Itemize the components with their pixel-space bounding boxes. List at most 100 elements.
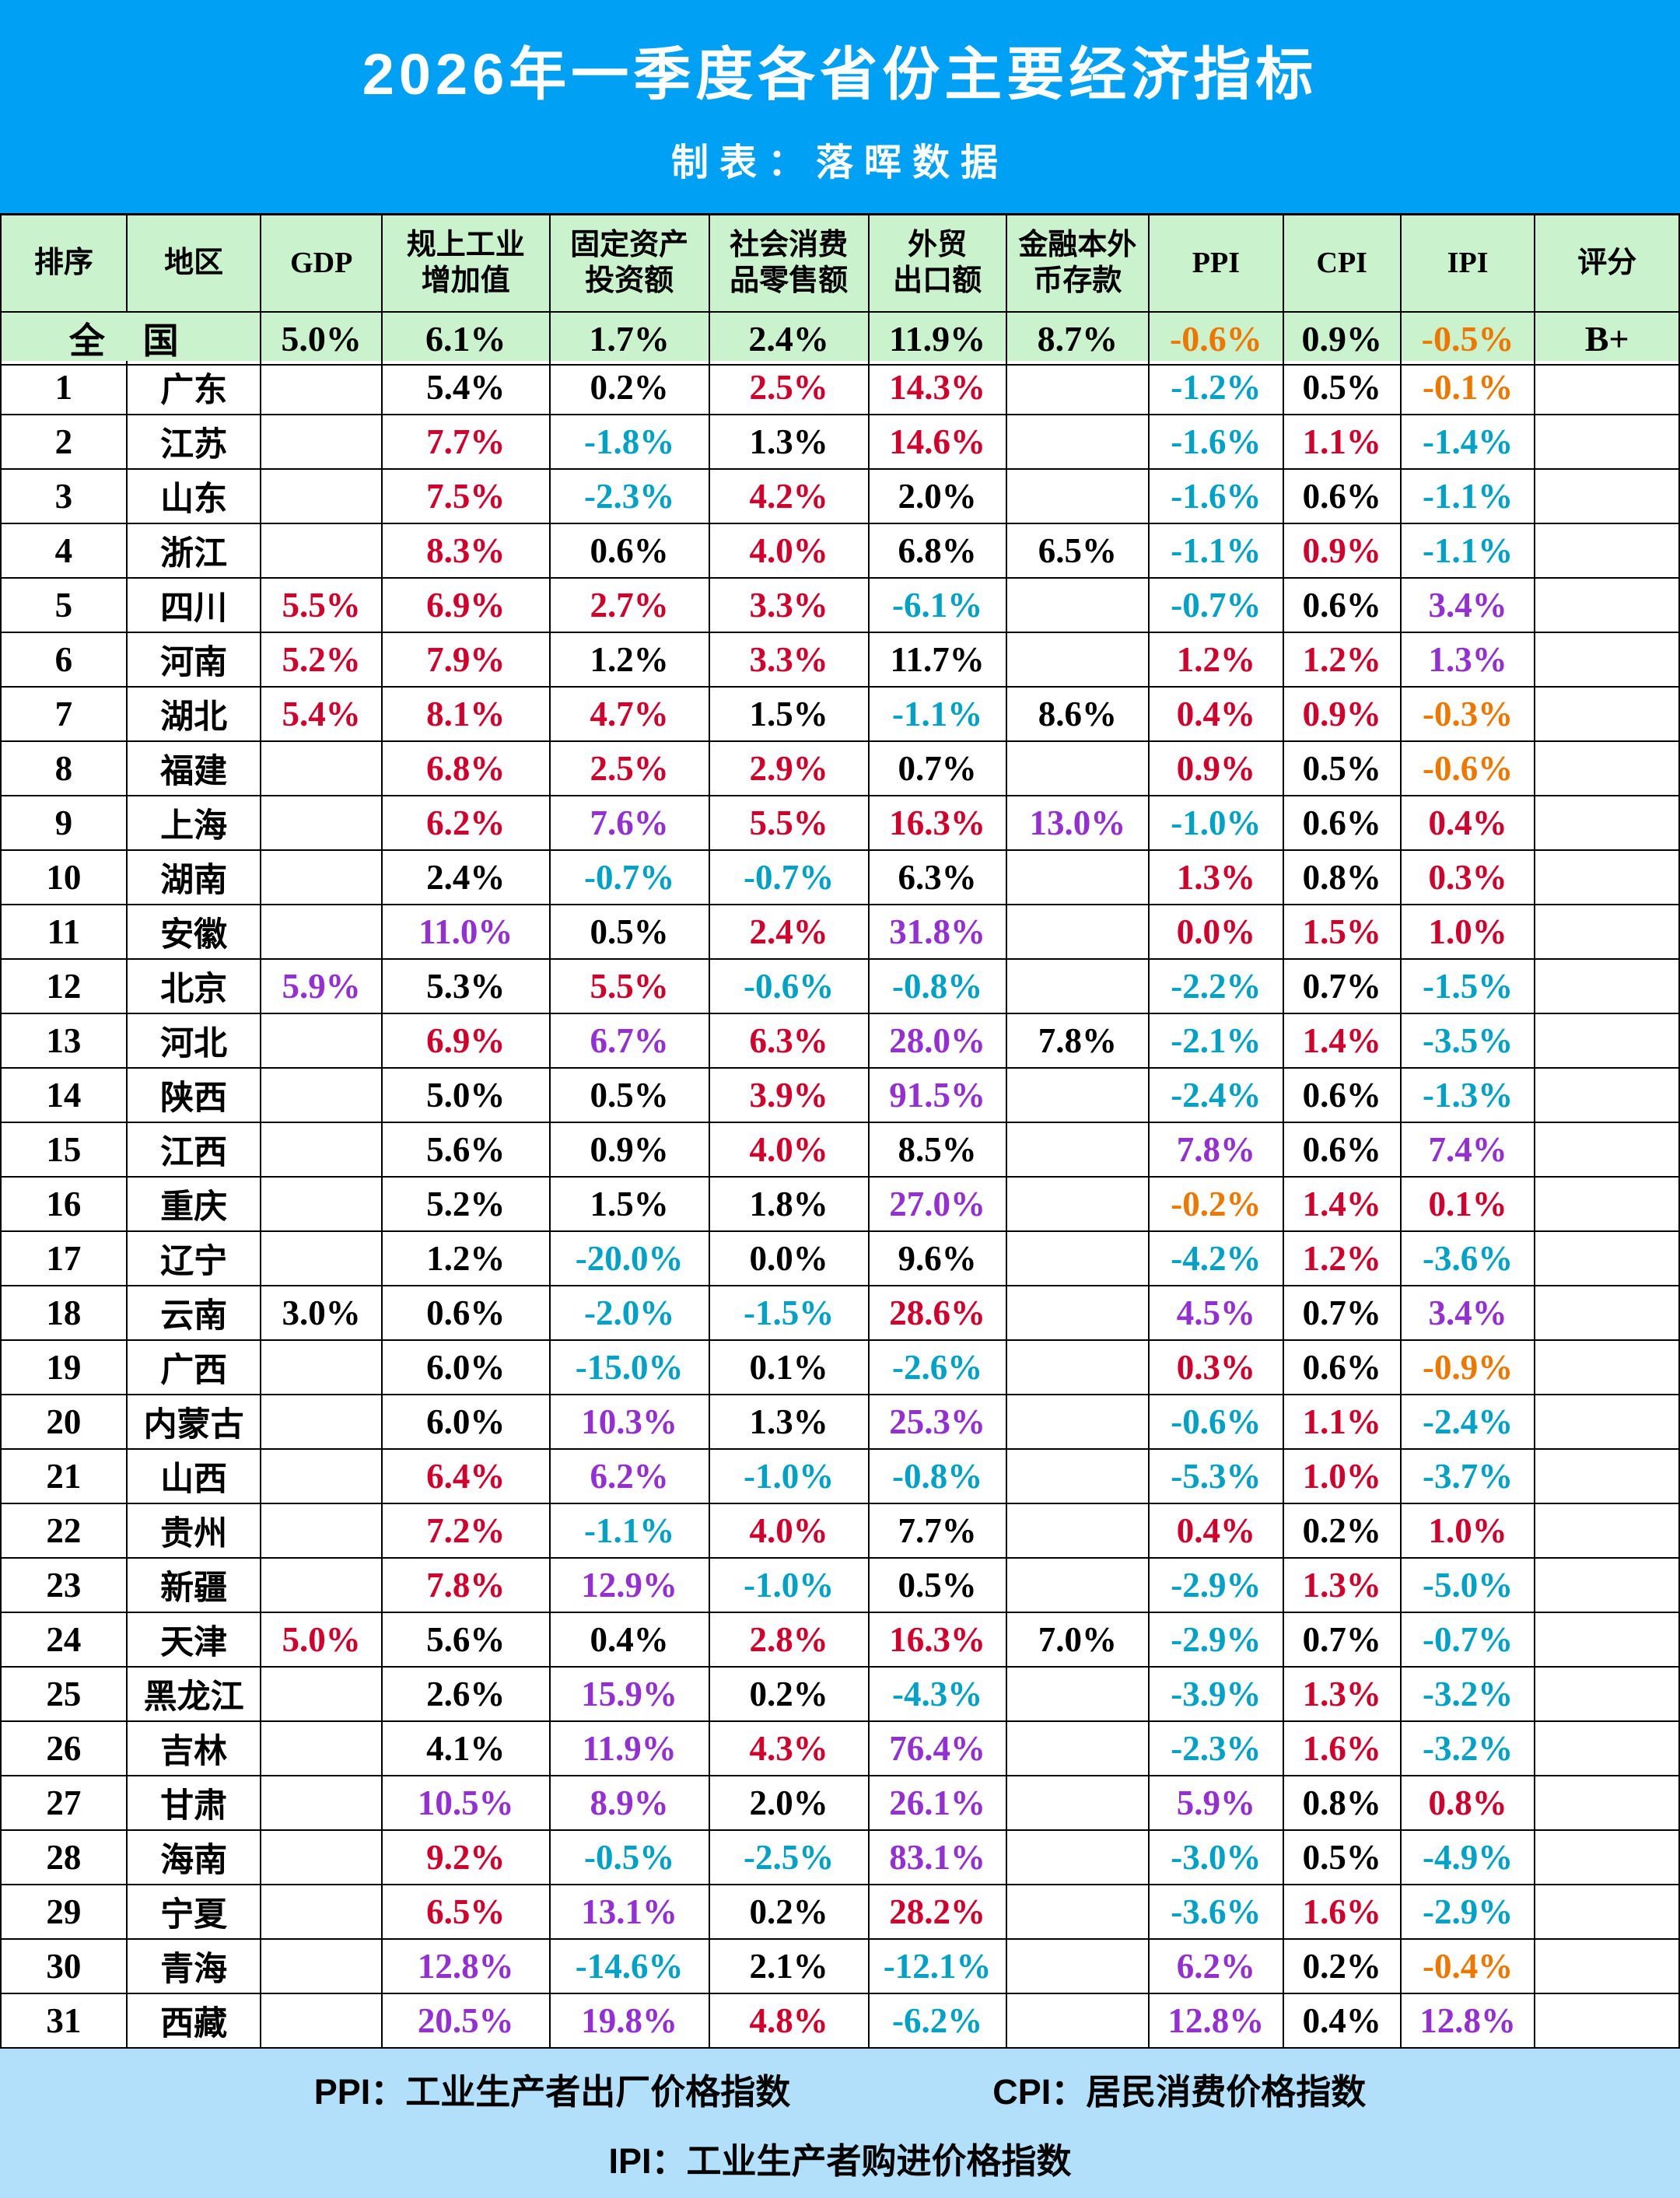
rank-cell: 3 [2, 470, 128, 524]
value-cell [1535, 905, 1680, 960]
rank-cell: 1 [2, 361, 128, 415]
value-cell: 4.0% [709, 1504, 870, 1559]
column-header: IPI [1401, 215, 1536, 313]
value-cell [261, 1232, 383, 1286]
value-cell: 4.8% [709, 1994, 870, 2049]
value-cell: -2.2% [1150, 960, 1284, 1014]
value-cell: -1.0% [709, 1559, 870, 1613]
value-cell [1006, 1776, 1150, 1831]
value-cell [1006, 1232, 1150, 1286]
column-header: 固定资产 投资额 [550, 215, 710, 313]
value-cell: 1.1% [1283, 415, 1402, 470]
value-cell [1535, 1450, 1680, 1504]
table-row: 23 新疆 7.8% 12.9% -1.0% 0.5% -2.9% 1.3% -5.0% [2, 1559, 1680, 1613]
value-cell: -2.6% [869, 1341, 1007, 1395]
value-cell [261, 1341, 383, 1395]
value-cell [1006, 1069, 1150, 1123]
value-cell: -1.1% [550, 1504, 710, 1559]
value-cell [1535, 1559, 1680, 1613]
value-cell: -2.9% [1150, 1559, 1284, 1613]
value-cell: 7.7% [869, 1504, 1007, 1559]
value-cell: -15.0% [550, 1341, 710, 1395]
value-cell [1006, 470, 1150, 524]
region-cell: 贵州 [127, 1504, 262, 1559]
value-cell: -1.3% [1401, 1069, 1536, 1123]
value-cell: 6.7% [550, 1014, 710, 1069]
region-cell: 云南 [127, 1286, 262, 1341]
value-cell: 1.4% [1283, 1014, 1402, 1069]
value-cell: 1.5% [709, 688, 870, 742]
value-cell: -5.0% [1401, 1559, 1536, 1613]
rank-cell: 14 [2, 1069, 128, 1123]
value-cell [1006, 1395, 1150, 1450]
value-cell: -2.0% [550, 1286, 710, 1341]
value-cell [1535, 1286, 1680, 1341]
footnote-line-2: IPI：工业生产者购进价格指数 [608, 2133, 1071, 2183]
table-row: 28 海南 9.2% -0.5% -2.5% 83.1% -3.0% 0.5% -4.9% [2, 1831, 1680, 1885]
value-cell: 28.2% [869, 1885, 1007, 1940]
value-cell [1535, 1341, 1680, 1395]
value-cell [1535, 960, 1680, 1014]
value-cell: 2.0% [709, 1776, 870, 1831]
value-cell [1535, 1613, 1680, 1668]
value-cell [261, 1885, 383, 1940]
value-cell: 6.0% [382, 1395, 551, 1450]
value-cell: 5.2% [261, 633, 383, 688]
value-cell: -20.0% [550, 1232, 710, 1286]
value-cell [1535, 1395, 1680, 1450]
region-cell: 山西 [127, 1450, 262, 1504]
rank-cell: 28 [2, 1831, 128, 1885]
value-cell [1006, 1831, 1150, 1885]
value-cell [1535, 1123, 1680, 1178]
rank-cell: 26 [2, 1722, 128, 1776]
value-cell: 1.6% [1283, 1885, 1402, 1940]
region-cell: 浙江 [127, 524, 262, 579]
value-cell [261, 1450, 383, 1504]
value-cell [1535, 1722, 1680, 1776]
value-cell: -0.3% [1401, 688, 1536, 742]
value-cell: 1.2% [1283, 1232, 1402, 1286]
column-header: 评分 [1535, 215, 1680, 313]
footnote-ipi: IPI：工业生产者购进价格指数 [608, 2141, 1072, 2181]
value-cell: 0.2% [550, 361, 710, 415]
value-cell [1535, 851, 1680, 905]
value-cell: 6.2% [1150, 1940, 1284, 1994]
value-cell: -1.1% [1401, 470, 1536, 524]
value-cell: 0.4% [1150, 688, 1284, 742]
value-cell: 5.9% [261, 960, 383, 1014]
value-cell: -2.4% [1401, 1395, 1536, 1450]
footnote-bar: PPI：工业生产者出厂价格指数 CPI：居民消费价格指数 IPI：工业生产者购进… [0, 2049, 1680, 2198]
table-row: 8 福建 6.8% 2.5% 2.9% 0.7% 0.9% 0.5% -0.6% [2, 742, 1680, 796]
value-cell: -0.9% [1401, 1341, 1536, 1395]
value-cell: 14.6% [869, 415, 1007, 470]
value-cell: 15.9% [550, 1668, 710, 1722]
value-cell: 10.3% [550, 1395, 710, 1450]
value-cell: -2.9% [1150, 1613, 1284, 1668]
rank-cell: 24 [2, 1613, 128, 1668]
value-cell [1535, 1776, 1680, 1831]
region-cell: 福建 [127, 742, 262, 796]
value-cell [1006, 1722, 1150, 1776]
value-cell: -0.7% [1401, 1613, 1536, 1668]
value-cell: 2.8% [709, 1613, 870, 1668]
table-row: 20 内蒙古 6.0% 10.3% 1.3% 25.3% -0.6% 1.1% -2.4% [2, 1395, 1680, 1450]
value-cell: 3.3% [709, 579, 870, 633]
value-cell: 0.7% [869, 742, 1007, 796]
value-cell: 2.0% [869, 470, 1007, 524]
rank-cell: 20 [2, 1395, 128, 1450]
table-row: 15 江西 5.6% 0.9% 4.0% 8.5% 7.8% 0.6% 7.4% [2, 1123, 1680, 1178]
value-cell: 26.1% [869, 1776, 1007, 1831]
value-cell: 6.4% [382, 1450, 551, 1504]
value-cell: 4.0% [709, 1123, 870, 1178]
value-cell [261, 1069, 383, 1123]
value-cell: -1.1% [1401, 524, 1536, 579]
value-cell: 0.3% [1150, 1341, 1284, 1395]
column-header: 排序 [2, 215, 128, 313]
value-cell [261, 1722, 383, 1776]
value-cell: 6.8% [869, 524, 1007, 579]
value-cell [1535, 415, 1680, 470]
value-cell: 0.4% [1150, 1504, 1284, 1559]
value-cell: 1.3% [1150, 851, 1284, 905]
rank-cell: 16 [2, 1178, 128, 1232]
